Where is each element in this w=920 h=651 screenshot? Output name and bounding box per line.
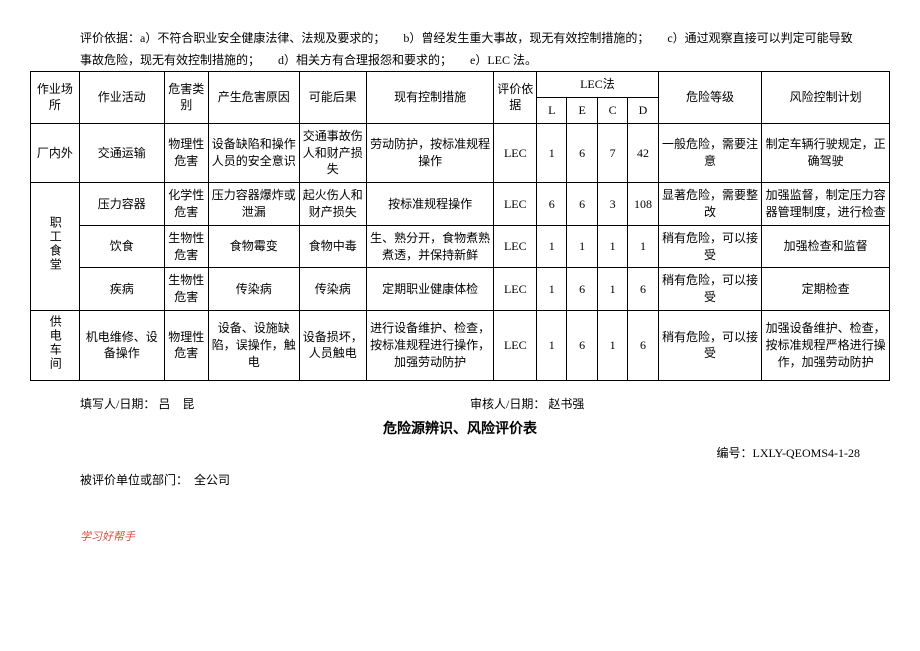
cell-cause: 传染病 (208, 268, 299, 311)
cell-type: 化学性危害 (164, 183, 208, 226)
filler-label: 填写人/日期： (80, 397, 155, 411)
th-level: 危险等级 (658, 72, 761, 124)
cell-control: 定期职业健康体检 (366, 268, 494, 311)
footer-watermark: 学习好帮手 (80, 528, 890, 544)
cell-l: 1 (537, 310, 567, 380)
cell-plan: 定期检查 (762, 268, 890, 311)
cell-c: 3 (597, 183, 627, 226)
document-code-row: 编号：LXLY-QEOMS4-1-28 (30, 444, 860, 461)
header-row-1: 作业场所 作业活动 危害类别 产生危害原因 可能后果 现有控制措施 评价依据 L… (31, 72, 890, 98)
cell-c: 1 (597, 268, 627, 311)
dept-label: 被评价单位或部门： (80, 473, 188, 487)
document-title: 危险源辨识、风险评价表 (30, 418, 890, 438)
cell-type: 物理性危害 (164, 123, 208, 182)
filler-value: 吕 昆 (158, 397, 194, 411)
cell-control: 劳动防护，按标准规程操作 (366, 123, 494, 182)
table-row: 厂内外 交通运输 物理性危害 设备缺陷和操作人员的安全意识 交通事故伤人和财产损… (31, 123, 890, 182)
cell-level: 稍有危险，可以接受 (658, 310, 761, 380)
signature-row: 填写人/日期： 吕 昆 审核人/日期： 赵书强 (80, 395, 860, 412)
dept-value: 全公司 (194, 473, 230, 487)
cell-consequence: 设备损坏，人员触电 (299, 310, 366, 380)
cell-control: 生、熟分开，食物煮熟煮透，并保持新鲜 (366, 225, 494, 268)
cell-activity: 压力容器 (79, 183, 164, 226)
cell-d: 6 (628, 268, 658, 311)
cell-basis: LEC (494, 183, 537, 226)
cell-activity: 疾病 (79, 268, 164, 311)
cell-control: 进行设备维护、检查，按标准规程进行操作，加强劳动防护 (366, 310, 494, 380)
cell-consequence: 起火伤人和财产损失 (299, 183, 366, 226)
cell-d: 42 (628, 123, 658, 182)
cell-level: 稍有危险，可以接受 (658, 225, 761, 268)
cell-level: 显著危险，需要整改 (658, 183, 761, 226)
cell-cause: 设备缺陷和操作人员的安全意识 (208, 123, 299, 182)
cell-basis: LEC (494, 123, 537, 182)
cell-activity: 交通运输 (79, 123, 164, 182)
th-d: D (628, 97, 658, 123)
cell-cause: 食物霉变 (208, 225, 299, 268)
cell-e: 6 (567, 310, 597, 380)
cell-e: 1 (567, 225, 597, 268)
cell-l: 1 (537, 123, 567, 182)
cell-consequence: 传染病 (299, 268, 366, 311)
code-label: 编号： (717, 446, 753, 460)
cell-e: 6 (567, 183, 597, 226)
evaluation-criteria: 评价依据：a）不符合职业安全健康法律、法规及要求的； b）曾经发生重大事故，现无… (80, 28, 860, 71)
cell-location: 供电车间 (31, 310, 80, 380)
cell-control: 按标准规程操作 (366, 183, 494, 226)
cell-type: 生物性危害 (164, 225, 208, 268)
th-activity: 作业活动 (79, 72, 164, 124)
reviewer-value: 赵书强 (548, 397, 584, 411)
cell-plan: 加强设备维护、检查，按标准规程严格进行操作，加强劳动防护 (762, 310, 890, 380)
table-row: 供电车间 机电维修、设备操作 物理性危害 设备、设施缺陷，误操作，触电 设备损坏… (31, 310, 890, 380)
cell-d: 108 (628, 183, 658, 226)
table-row: 职工食堂 压力容器 化学性危害 压力容器爆炸或泄漏 起火伤人和财产损失 按标准规… (31, 183, 890, 226)
code-value: LXLY-QEOMS4-1-28 (753, 446, 860, 460)
cell-location: 厂内外 (31, 123, 80, 182)
th-basis: 评价依据 (494, 72, 537, 124)
cell-basis: LEC (494, 268, 537, 311)
th-c: C (597, 97, 627, 123)
cell-consequence: 食物中毒 (299, 225, 366, 268)
cell-cause: 设备、设施缺陷，误操作，触电 (208, 310, 299, 380)
cell-activity: 机电维修、设备操作 (79, 310, 164, 380)
cell-l: 6 (537, 183, 567, 226)
th-type: 危害类别 (164, 72, 208, 124)
th-lec-group: LEC法 (537, 72, 659, 98)
table-row: 饮食 生物性危害 食物霉变 食物中毒 生、熟分开，食物煮熟煮透，并保持新鲜 LE… (31, 225, 890, 268)
risk-table: 作业场所 作业活动 危害类别 产生危害原因 可能后果 现有控制措施 评价依据 L… (30, 71, 890, 381)
cell-e: 6 (567, 123, 597, 182)
cell-location: 职工食堂 (31, 183, 80, 311)
th-l: L (537, 97, 567, 123)
th-consequence: 可能后果 (299, 72, 366, 124)
cell-basis: LEC (494, 225, 537, 268)
cell-plan: 制定车辆行驶规定，正确驾驶 (762, 123, 890, 182)
th-control: 现有控制措施 (366, 72, 494, 124)
cell-c: 7 (597, 123, 627, 182)
cell-type: 生物性危害 (164, 268, 208, 311)
cell-plan: 加强监督，制定压力容器管理制度，进行检查 (762, 183, 890, 226)
cell-level: 一般危险，需要注意 (658, 123, 761, 182)
reviewer-label: 审核人/日期： (470, 397, 545, 411)
cell-level: 稍有危险，可以接受 (658, 268, 761, 311)
department-row: 被评价单位或部门： 全公司 (80, 471, 890, 488)
cell-plan: 加强检查和监督 (762, 225, 890, 268)
cell-e: 6 (567, 268, 597, 311)
th-e: E (567, 97, 597, 123)
cell-c: 1 (597, 310, 627, 380)
cell-d: 6 (628, 310, 658, 380)
cell-d: 1 (628, 225, 658, 268)
cell-cause: 压力容器爆炸或泄漏 (208, 183, 299, 226)
cell-l: 1 (537, 225, 567, 268)
table-row: 疾病 生物性危害 传染病 传染病 定期职业健康体检 LEC 1 6 1 6 稍有… (31, 268, 890, 311)
cell-l: 1 (537, 268, 567, 311)
cell-basis: LEC (494, 310, 537, 380)
cell-activity: 饮食 (79, 225, 164, 268)
th-plan: 风险控制计划 (762, 72, 890, 124)
cell-c: 1 (597, 225, 627, 268)
th-cause: 产生危害原因 (208, 72, 299, 124)
cell-consequence: 交通事故伤人和财产损失 (299, 123, 366, 182)
cell-type: 物理性危害 (164, 310, 208, 380)
th-location: 作业场所 (31, 72, 80, 124)
